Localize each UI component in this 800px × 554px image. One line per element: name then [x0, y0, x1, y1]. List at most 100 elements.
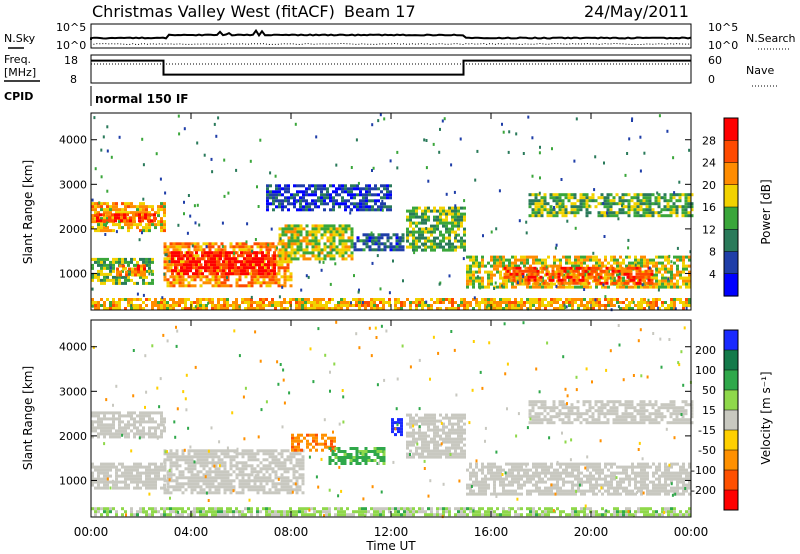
heatmap-cell	[220, 482, 224, 486]
heatmap-cell	[574, 261, 577, 265]
heatmap-cell	[124, 414, 127, 418]
heatmap-cell	[217, 461, 221, 465]
heatmap-cell	[320, 227, 324, 231]
heatmap-cell	[314, 257, 318, 261]
heatmap-cell	[265, 281, 269, 285]
heatmap-cell	[166, 278, 170, 282]
heatmap-cell	[585, 205, 589, 209]
heatmap-cell	[265, 298, 268, 301]
heatmap-cell	[203, 153, 206, 157]
heatmap-cell	[344, 224, 348, 228]
heatmap-cell	[533, 275, 537, 279]
heatmap-cell	[415, 298, 418, 301]
heatmap-cell	[663, 193, 667, 197]
heatmap-cell	[629, 275, 633, 279]
heatmap-cell	[580, 258, 583, 262]
heatmap-cell	[127, 432, 130, 436]
heatmap-cell	[622, 279, 625, 283]
heatmap-cell	[281, 199, 284, 203]
heatmap-cell	[418, 416, 421, 420]
heatmap-cell	[115, 435, 118, 439]
heatmap-cell	[211, 461, 215, 465]
heatmap-cell	[374, 208, 377, 212]
heatmap-cell	[347, 224, 351, 228]
heatmap-cell	[100, 417, 103, 421]
heatmap-cell	[184, 467, 188, 471]
heatmap-cell	[250, 449, 254, 453]
heatmap-cell	[262, 245, 266, 249]
heatmap-cell	[213, 254, 216, 258]
heatmap-cell	[445, 218, 448, 222]
heatmap-cell	[231, 266, 234, 270]
heatmap-cell	[676, 264, 679, 268]
heatmap-cell	[280, 464, 284, 468]
heatmap-cell	[581, 272, 585, 276]
heatmap-cell	[337, 301, 340, 304]
heatmap-cell	[244, 307, 247, 310]
heatmap-cell	[389, 236, 393, 240]
heatmap-cell	[256, 301, 259, 304]
heatmap-cell	[124, 423, 127, 427]
velocity-heatmap	[91, 320, 694, 519]
heatmap-cell	[439, 218, 442, 222]
heatmap-cell	[261, 272, 264, 276]
heatmap-cell	[169, 275, 173, 279]
heatmap-cell	[661, 304, 664, 307]
heatmap-cell	[190, 491, 194, 495]
heatmap-cell	[133, 474, 136, 478]
heatmap-cell	[128, 267, 131, 271]
heatmap-cell	[175, 242, 179, 246]
heatmap-cell	[606, 202, 610, 206]
heatmap-cell	[147, 216, 150, 220]
heatmap-cell	[160, 205, 163, 209]
heatmap-cell	[626, 269, 630, 273]
heatmap-cell	[250, 284, 254, 288]
heatmap-cell	[299, 233, 303, 237]
heatmap-cell	[436, 425, 439, 429]
heatmap-cell	[133, 257, 136, 261]
heatmap-cell	[163, 307, 166, 310]
heatmap-cell	[527, 307, 530, 311]
heatmap-cell	[591, 196, 595, 200]
heatmap-cell	[552, 214, 556, 218]
heatmap-cell	[442, 224, 445, 228]
heatmap-cell	[317, 205, 320, 209]
heatmap-cell	[555, 199, 559, 203]
heatmap-cell	[154, 426, 157, 430]
heatmap-cell	[258, 272, 261, 276]
heatmap-cell	[208, 452, 212, 456]
heatmap-cell	[275, 187, 278, 191]
heatmap-cell	[338, 233, 342, 237]
heatmap-cell	[648, 199, 652, 203]
heatmap-cell	[389, 159, 392, 163]
heatmap-cell	[199, 307, 202, 310]
heatmap-cell	[502, 301, 505, 304]
heatmap-cell	[415, 431, 418, 435]
heatmap-cell	[331, 450, 335, 453]
heatmap-cell	[592, 304, 595, 307]
heatmap-cell	[598, 304, 601, 307]
heatmap-cell	[358, 298, 361, 301]
heatmap-cell	[619, 301, 622, 304]
heatmap-cell	[148, 298, 151, 301]
heatmap-cell	[595, 264, 598, 268]
heatmap-cell	[552, 199, 556, 203]
heatmap-cell	[163, 242, 167, 246]
heatmap-cell	[546, 208, 550, 212]
heatmap-cell	[606, 199, 610, 203]
heatmap-cell	[664, 307, 667, 310]
heatmap-cell	[505, 301, 508, 304]
heatmap-cell	[394, 298, 397, 301]
heatmap-cell	[314, 205, 317, 209]
heatmap-cell	[296, 233, 300, 237]
heatmap-cell	[181, 260, 185, 264]
heatmap-cell	[383, 117, 386, 121]
heatmap-cell	[382, 456, 386, 459]
heatmap-cell	[130, 468, 133, 472]
heatmap-cell	[193, 278, 197, 282]
heatmap-cell	[274, 485, 278, 489]
heatmap-cell	[589, 258, 592, 262]
heatmap-cell	[660, 208, 664, 212]
heatmap-cell	[121, 414, 124, 418]
heatmap-cell	[550, 285, 553, 289]
